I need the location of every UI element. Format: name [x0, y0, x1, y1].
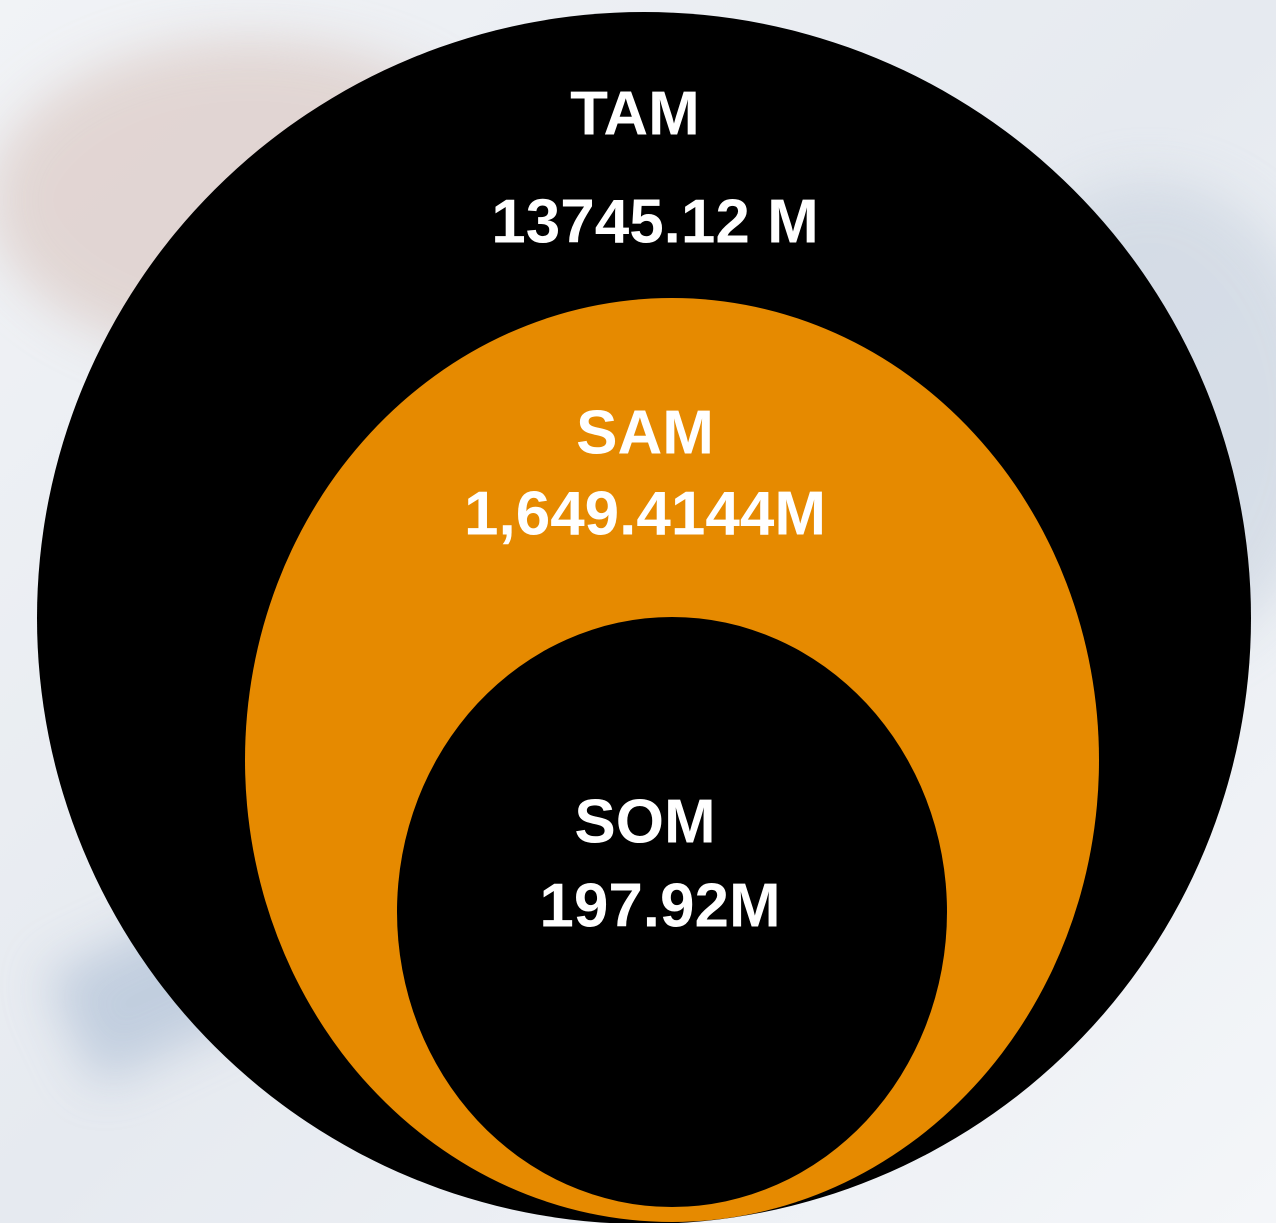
tam-value: 13745.12 M [491, 187, 818, 256]
tam-label: TAM [570, 79, 700, 148]
sam-label: SAM [576, 398, 714, 467]
som-label: SOM [574, 787, 715, 856]
diagram: TAM 13745.12 M SAM 1,649.4144M SOM 197.9… [0, 0, 1276, 1223]
sam-value: 1,649.4144M [464, 479, 826, 548]
page: {"circles": [ {"label": "TAM", "value": … [0, 0, 1276, 1223]
som-value: 197.92M [539, 871, 780, 940]
